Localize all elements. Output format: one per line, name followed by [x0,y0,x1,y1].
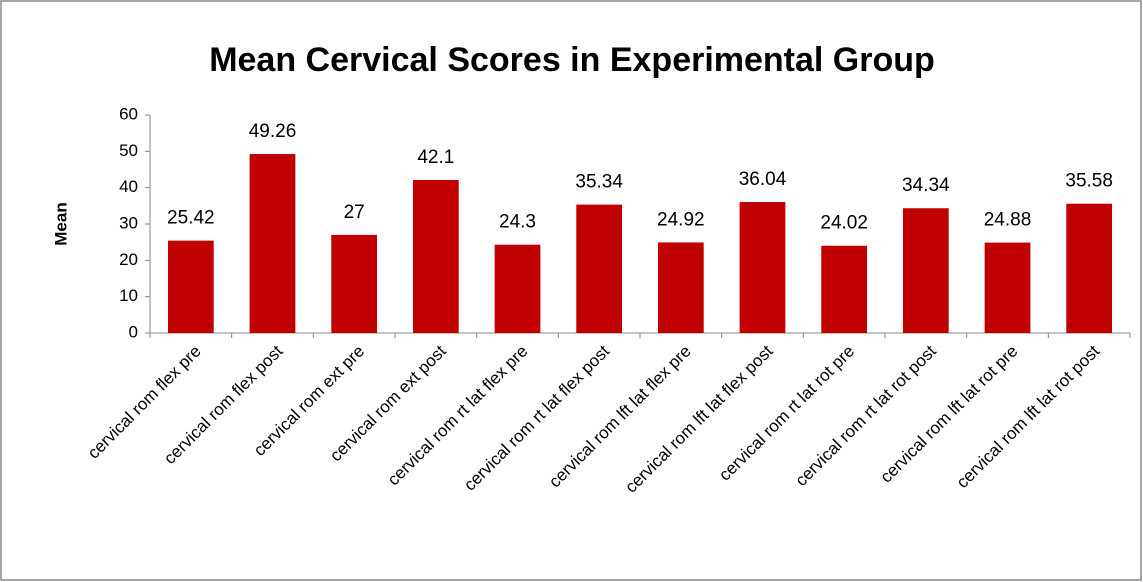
y-tick-label: 20 [119,250,138,269]
value-label: 24.88 [984,210,1032,231]
value-label: 35.58 [1065,171,1113,192]
value-label: 24.92 [657,209,705,230]
chart-title: Mean Cervical Scores in Experimental Gro… [209,41,935,79]
bar [984,242,1031,333]
bar [1066,203,1113,333]
bar [821,245,868,333]
bar [331,234,378,333]
bar [167,240,214,333]
value-label: 35.34 [575,172,623,193]
value-label: 42.1 [417,147,454,168]
value-label: 34.34 [902,175,950,196]
y-tick-label: 10 [119,286,138,305]
value-label: 25.42 [167,208,215,229]
bar [576,204,623,333]
value-label: 24.02 [820,213,868,234]
bar [249,154,296,333]
bar [494,244,541,333]
y-tick-label: 40 [119,177,138,196]
bar [412,180,459,333]
y-tick-label: 50 [119,141,138,160]
value-label: 36.04 [739,169,787,190]
y-tick-label: 30 [119,213,138,232]
value-label: 27 [344,202,365,223]
y-axis-label: Mean [51,202,70,245]
bar [739,202,786,333]
value-label: 24.3 [499,212,536,233]
value-label: 49.26 [249,121,297,142]
bar [902,208,949,333]
y-tick-label: 60 [119,104,138,123]
bar [657,242,704,333]
y-tick-label: 0 [129,322,138,341]
